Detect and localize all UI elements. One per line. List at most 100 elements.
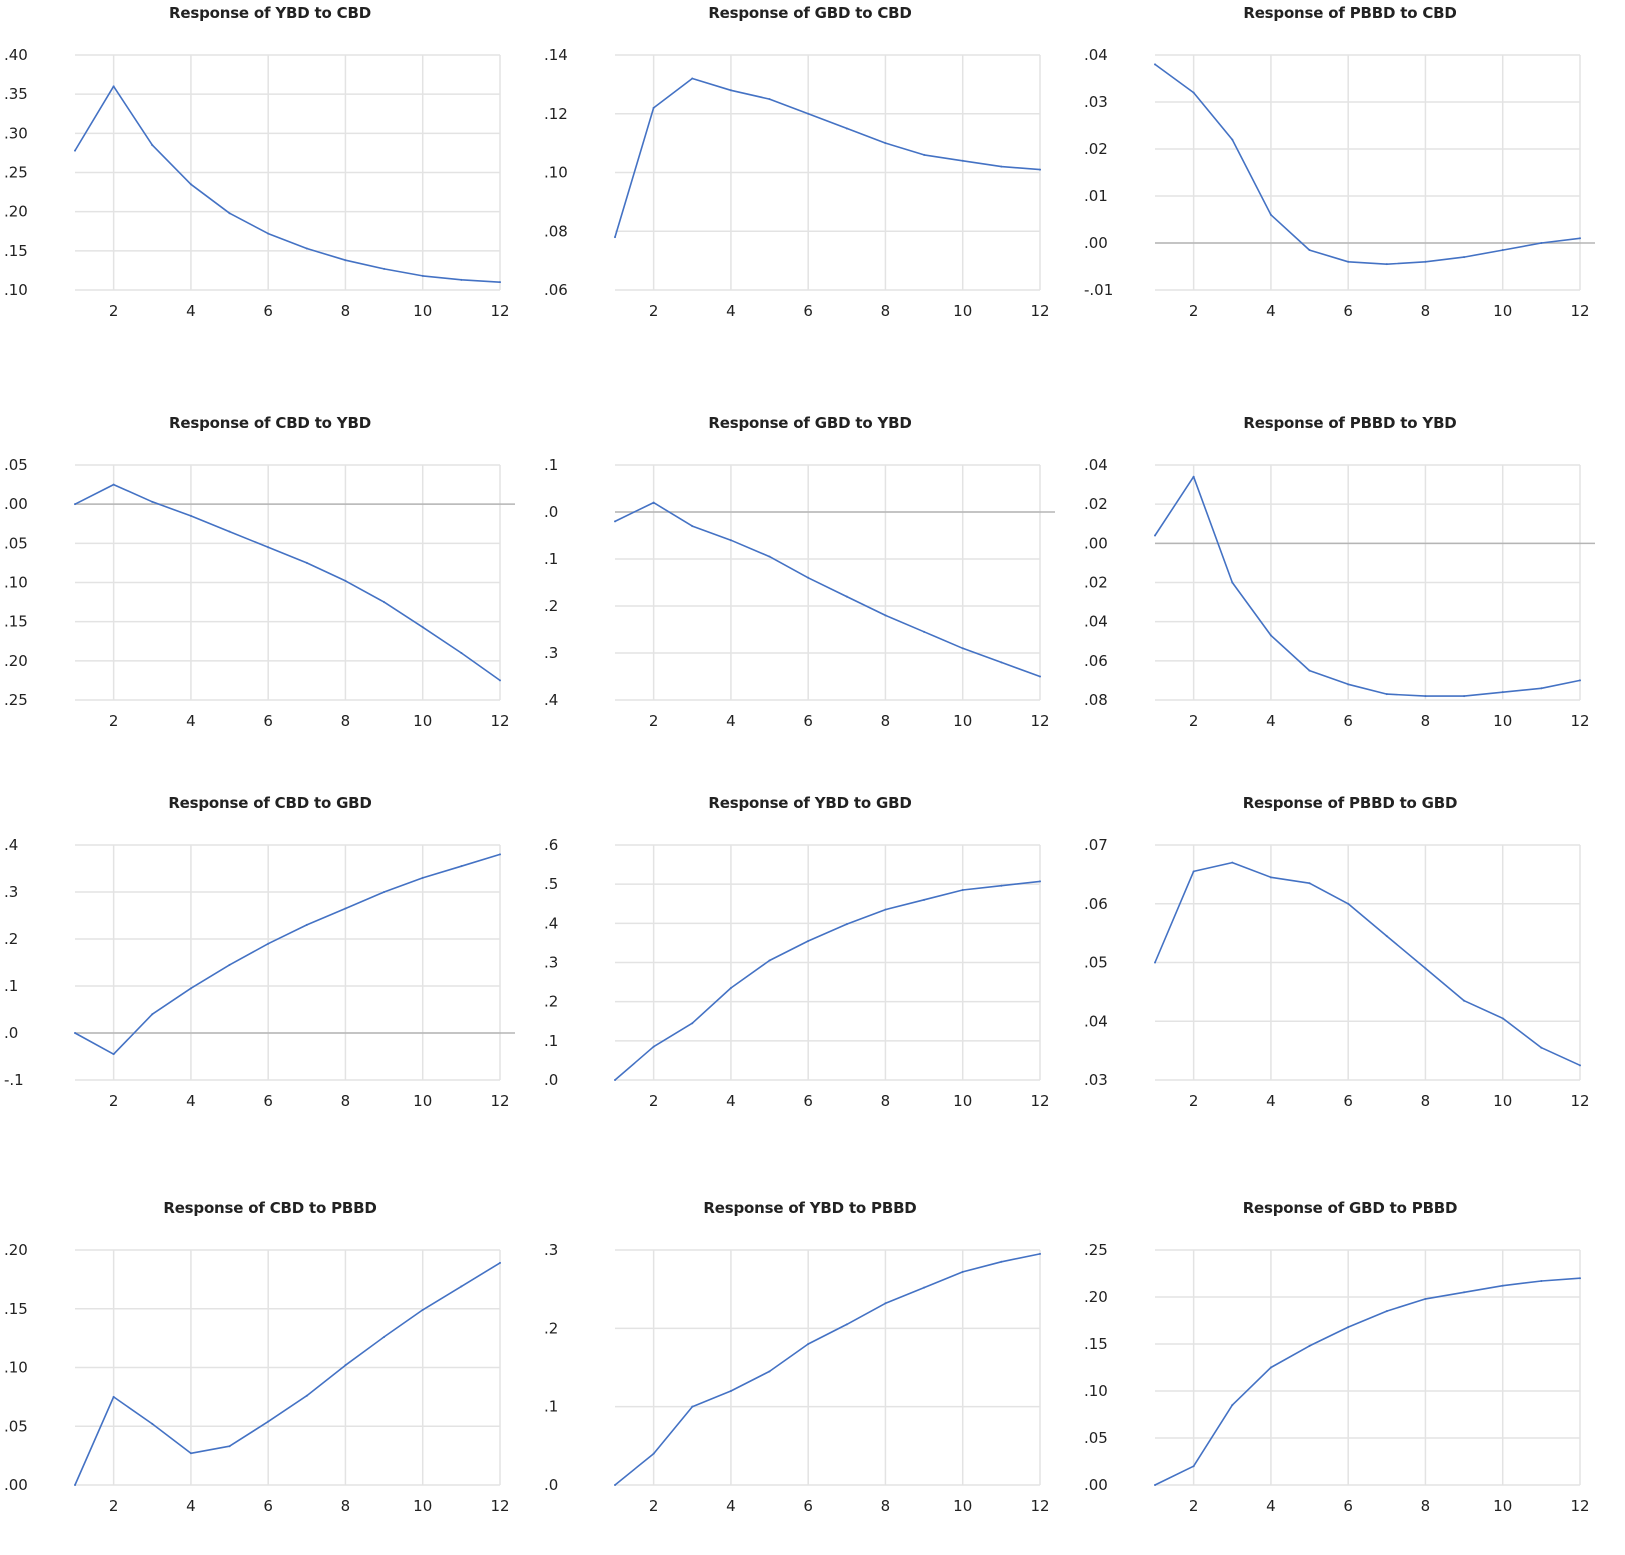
data-point [768,555,771,558]
y-tick-label: .20 [4,1241,28,1259]
y-tick-label: .5 [544,875,558,893]
irf-chart-8: Response of YBD to GBD .0 .1 .2 .3 .4 .5 .6 2 4 6 8… [540,794,1080,1130]
x-tick-label: 6 [803,1497,813,1515]
x-tick-label: 4 [726,1497,736,1515]
data-point [1308,669,1311,672]
x-tick-label: 2 [1189,1092,1199,1110]
x-tick-label: 8 [1421,1497,1431,1515]
x-tick-label: 2 [649,1497,659,1515]
y-tick-label: .14 [544,46,568,64]
data-point [691,1405,694,1408]
x-tick-label: 4 [1266,1092,1276,1110]
data-point [1000,661,1003,664]
data-point [499,281,501,284]
irf-chart-2: Response of GBD to CBD .06 .08 .10 .12 .14 2 4 6… [540,4,1080,340]
x-tick-label: 10 [953,1092,972,1110]
data-point [1269,634,1272,637]
data-point [189,183,192,186]
data-point [1154,534,1156,537]
y-tick-label: .4 [544,691,558,709]
data-point [691,525,694,528]
data-point [923,153,926,156]
series-line [614,77,1041,238]
y-tick-label: .07 [1084,836,1108,854]
y-tick-label: .3 [544,954,558,972]
chart-title: Response of GBD to CBD [708,4,912,22]
data-point [344,259,347,262]
x-tick-label: 2 [649,302,659,320]
data-point [421,876,424,879]
chart-title: Response of CBD to PBBD [163,1199,377,1217]
data-point [305,923,308,926]
series-line [74,853,501,1055]
y-tick-label: .10 [1084,1382,1108,1400]
data-point [1039,675,1041,678]
data-point [383,891,386,893]
data-point [74,149,76,152]
data-point [421,1308,424,1311]
x-tick-label: 6 [263,1497,273,1515]
data-point [74,1032,76,1034]
data-point [305,247,308,250]
series-line [74,483,501,682]
chart-plot-area: .08 .06 .04 .02 .00 .02 .04 2 4 6 8 10 12 [1084,456,1595,730]
series-line [74,1262,501,1486]
data-point [845,1323,848,1326]
x-tick-label: 4 [1266,302,1276,320]
irf-chart-4: Response of CBD to YBD .25 .20 .15 .10 .05 .00… [0,414,540,750]
data-point [807,112,810,115]
irf-chart-9: Response of PBBD to GBD .03 .04 .05 .06 .07 2 4… [1080,794,1620,1130]
y-tick-label: .1 [544,1032,558,1050]
x-tick-label: 2 [649,712,659,730]
data-point [884,1302,887,1305]
data-point [1385,693,1388,696]
data-point [112,483,115,486]
data-point [961,1270,964,1273]
data-point [768,959,771,962]
y-tick-label: .2 [544,597,558,615]
data-point [151,1422,154,1425]
chart-title: Response of PBBD to CBD [1243,4,1457,22]
y-tick-label: .15 [4,242,28,260]
data-point [1385,263,1388,266]
data-point [112,1395,115,1398]
data-point [1231,1404,1234,1407]
chart-title: Response of YBD to PBBD [703,1199,917,1217]
y-tick-label: .05 [4,456,28,474]
data-point [228,212,231,215]
y-tick-label: .00 [1084,234,1108,252]
data-point [652,106,655,109]
data-point [1501,691,1504,694]
data-point [228,1445,231,1448]
data-point [151,500,154,503]
data-point [807,1343,810,1345]
series-line [1154,1277,1581,1486]
chart-title: Response of YBD to GBD [708,794,912,812]
data-point [267,942,270,945]
data-point [383,267,386,270]
data-point [729,986,732,989]
chart-plot-area: .00 .05 .10 .15 .20 2 4 6 8 10 12 [4,1241,510,1515]
data-point [1192,870,1195,873]
y-tick-label: .00 [4,495,28,513]
data-point [1501,1284,1504,1287]
data-point [729,539,732,542]
data-point [961,647,964,650]
chart-plot-area: -.1 .0 .1 .2 .3 .4 2 4 6 8 10 12 [4,836,515,1110]
x-tick-label: 10 [953,302,972,320]
x-tick-label: 8 [881,1497,891,1515]
irf-chart-1: Response of YBD to CBD .10 .15 .20 .25 .30 .35… [0,4,540,340]
y-tick-label: .05 [4,534,28,552]
y-tick-label: .3 [4,883,18,901]
x-tick-label: 6 [263,302,273,320]
y-tick-label: .00 [4,1476,28,1494]
data-point [383,1335,386,1338]
y-tick-label: .20 [1084,1288,1108,1306]
data-point [267,1420,270,1423]
data-point [884,908,887,911]
data-point [383,601,386,604]
data-point [1540,687,1543,690]
data-point [807,576,810,579]
x-tick-label: 6 [263,712,273,730]
data-point [807,939,810,942]
